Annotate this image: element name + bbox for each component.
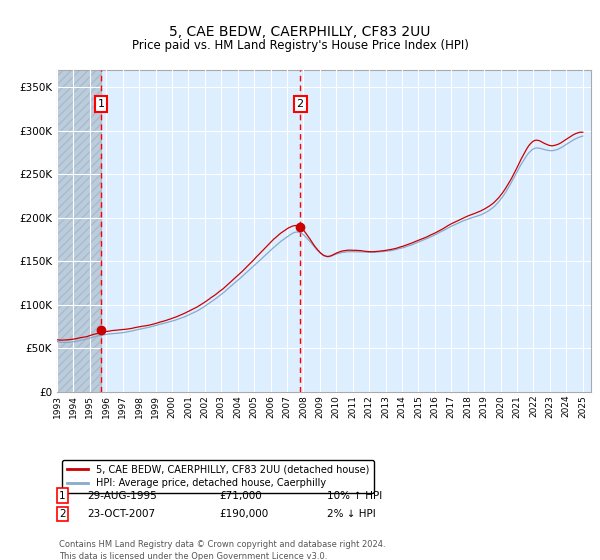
Text: Contains HM Land Registry data © Crown copyright and database right 2024.
This d: Contains HM Land Registry data © Crown c… (59, 540, 385, 560)
Text: 29-AUG-1995: 29-AUG-1995 (87, 491, 157, 501)
Text: 2: 2 (296, 99, 304, 109)
Text: £190,000: £190,000 (219, 509, 268, 519)
Bar (57, 70, 101, 392)
Text: Price paid vs. HM Land Registry's House Price Index (HPI): Price paid vs. HM Land Registry's House … (131, 39, 469, 52)
Text: 2: 2 (59, 509, 65, 519)
Text: 5, CAE BEDW, CAERPHILLY, CF83 2UU: 5, CAE BEDW, CAERPHILLY, CF83 2UU (169, 25, 431, 39)
Text: 10% ↑ HPI: 10% ↑ HPI (327, 491, 382, 501)
Text: 2% ↓ HPI: 2% ↓ HPI (327, 509, 376, 519)
Text: 1: 1 (97, 99, 104, 109)
Legend: 5, CAE BEDW, CAERPHILLY, CF83 2UU (detached house), HPI: Average price, detached: 5, CAE BEDW, CAERPHILLY, CF83 2UU (detac… (62, 460, 374, 493)
Bar (57, 70, 101, 392)
Text: 1: 1 (59, 491, 65, 501)
Text: £71,000: £71,000 (219, 491, 262, 501)
Text: 23-OCT-2007: 23-OCT-2007 (87, 509, 155, 519)
